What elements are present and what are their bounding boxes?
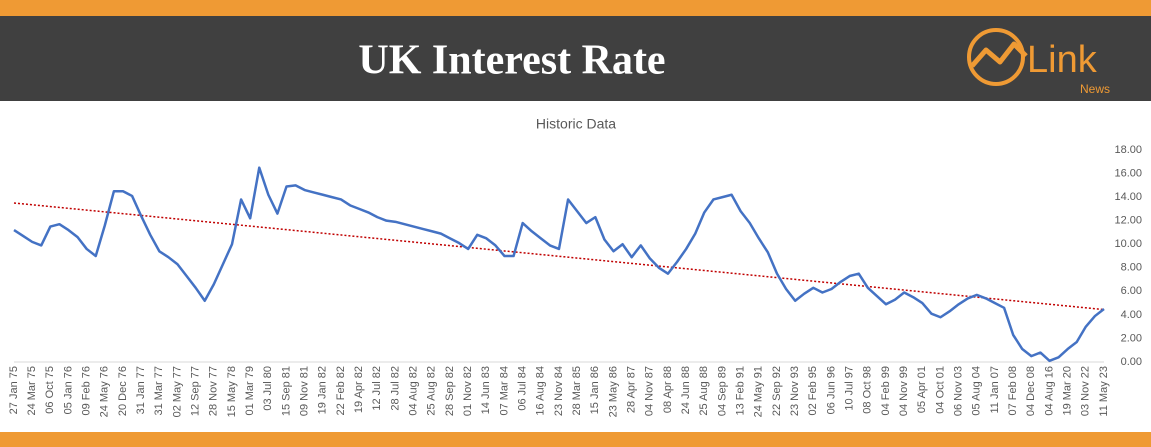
x-tick-label: 25 Aug 88 [698,366,710,416]
y-tick-label: 10.00 [1114,238,1142,250]
logo: Link News [967,28,1110,96]
x-tick-label: 27 Jan 75 [8,366,20,414]
x-tick-label: 11 May 23 [1098,366,1110,417]
x-tick-label: 28 Apr 87 [626,366,638,413]
y-tick-label: 16.00 [1114,167,1142,179]
x-tick-label: 02 Feb 95 [807,366,819,416]
x-tick-label: 23 Nov 93 [789,366,801,416]
x-tick-label: 28 Jul 82 [389,366,401,411]
banner-title: UK Interest Rate [358,38,665,84]
x-tick-label: 01 Mar 79 [244,366,256,416]
x-tick-label: 15 Sep 81 [280,366,292,416]
chart-title: Historic Data [536,116,616,132]
x-tick-label: 09 Feb 76 [81,366,93,416]
logo-name: Link [1027,39,1098,81]
x-tick-label: 23 May 86 [607,366,619,417]
x-tick-label: 05 Aug 04 [971,366,983,416]
y-tick-label: 8.00 [1121,262,1142,274]
x-tick-label: 05 Jan 76 [62,366,74,414]
x-tick-label: 08 Apr 88 [662,366,674,413]
x-tick-label: 12 Sep 77 [190,366,202,416]
x-tick-label: 06 Jun 96 [825,366,837,414]
x-tick-label: 19 Apr 82 [353,366,365,413]
trend-line [13,202,1105,311]
x-tick-label: 20 Dec 76 [117,366,129,416]
x-tick-label: 10 Jul 97 [844,366,856,411]
y-tick-label: 2.00 [1121,332,1142,344]
x-tick-label: 15 Jan 86 [589,366,601,414]
x-tick-label: 04 Sep 89 [716,366,728,416]
x-tick-label: 23 Nov 84 [553,366,565,416]
x-tick-label: 04 Nov 99 [898,366,910,416]
logo-zigzag [970,41,1028,68]
x-tick-label: 07 Feb 08 [1007,366,1019,416]
x-tick-label: 06 Jul 84 [517,366,529,411]
x-tick-label: 31 Jan 77 [135,366,147,414]
y-tick-label: 6.00 [1121,285,1142,297]
x-tick-label: 19 Mar 20 [1062,366,1074,416]
x-tick-label: 16 Aug 84 [535,366,547,416]
y-tick-label: 18.00 [1114,144,1142,156]
y-tick-label: 14.00 [1114,191,1142,203]
x-tick-label: 13 Feb 91 [735,366,747,416]
x-tick-label: 04 Oct 01 [934,366,946,414]
x-tick-label: 28 Sep 82 [444,366,456,416]
x-tick-label: 04 Nov 87 [644,366,656,416]
x-tick-label: 24 May 91 [753,366,765,417]
x-tick-label: 06 Nov 03 [953,366,965,416]
x-tick-label: 08 Oct 98 [862,366,874,414]
x-tick-label: 14 Jun 83 [480,366,492,414]
x-tick-label: 24 Mar 75 [26,366,38,416]
x-tick-label: 28 Nov 77 [208,366,220,416]
x-tick-label: 06 Oct 75 [44,366,56,414]
y-tick-label: 12.00 [1114,215,1142,227]
logo-tagline: News [1080,82,1110,96]
x-tick-label: 07 Mar 84 [498,366,510,416]
bottom-strip [0,432,1151,447]
x-tick-label: 22 Feb 82 [335,366,347,416]
y-tick-label: 4.00 [1121,309,1142,321]
x-tick-label: 24 Jun 88 [680,366,692,414]
x-tick-label: 04 Aug 82 [408,366,420,416]
x-tick-label: 19 Jan 82 [317,366,329,414]
x-tick-label: 04 Feb 99 [880,366,892,416]
x-tick-label: 31 Mar 77 [153,366,165,416]
top-strip [0,0,1151,16]
x-tick-label: 11 Jan 07 [989,366,1001,414]
x-tick-label: 22 Sep 92 [771,366,783,416]
x-tick-label: 09 Nov 81 [299,366,311,416]
y-tick-label: 0.00 [1121,356,1142,368]
x-tick-label: 28 Mar 85 [571,366,583,416]
banner [0,16,1151,101]
x-tick-label: 24 May 76 [99,366,111,417]
x-tick-label: 05 Apr 01 [916,366,928,413]
x-tick-label: 03 Nov 22 [1080,366,1092,416]
x-tick-label: 04 Aug 16 [1043,366,1055,416]
x-tick-label: 01 Nov 82 [462,366,474,416]
x-tick-label: 03 Jul 80 [262,366,274,411]
x-tick-label: 25 Aug 82 [426,366,438,416]
x-tick-label: 04 Dec 08 [1025,366,1037,416]
x-tick-label: 02 May 77 [171,366,183,417]
x-tick-label: 12 Jul 82 [371,366,383,411]
logo-ring [967,28,1025,86]
x-tick-label: 15 May 78 [226,366,238,417]
rate-line [13,166,1105,363]
